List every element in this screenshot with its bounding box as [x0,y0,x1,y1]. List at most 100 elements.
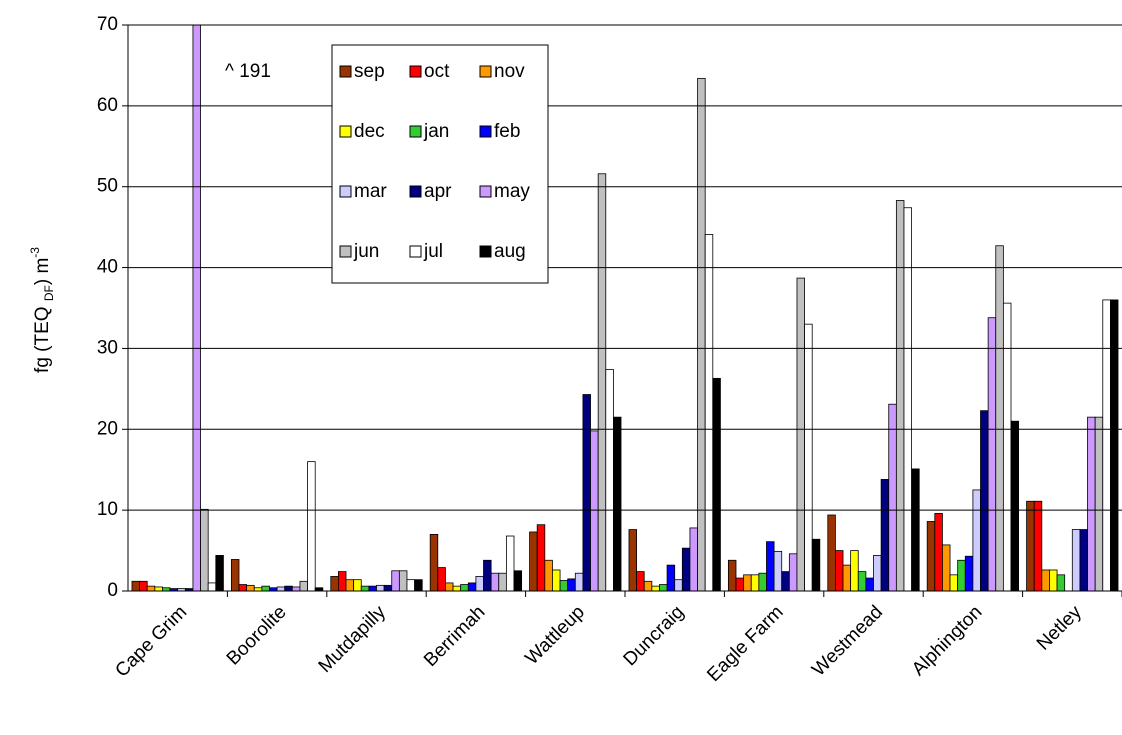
bar [704,234,714,591]
legend-swatch [409,245,422,258]
bar [513,570,523,591]
legend-swatch [339,65,352,78]
bar [192,25,201,591]
bar [1056,574,1066,591]
bar [636,571,645,591]
bar [131,580,140,591]
bar [552,569,561,591]
bar [207,582,217,591]
bar [666,564,676,591]
bar [437,567,446,591]
bar [659,584,668,591]
legend-label: may [494,181,530,202]
y-tick-label: 70 [97,14,118,35]
y-label-part: fg (TEQ [32,301,53,373]
x-tick-label: Alphington [908,602,986,680]
bar [307,461,316,591]
y-label-subscript: DF [42,285,56,301]
bar [926,521,936,591]
bar [850,550,859,591]
bar [949,574,959,591]
x-tick-label: Eagle Farm [703,602,787,686]
bar [697,77,706,591]
legend-label: nov [494,61,525,82]
bar [1087,416,1096,591]
bar [1102,299,1111,591]
bar [544,559,553,591]
bar [781,571,790,591]
bar [758,572,767,591]
bar [330,576,339,591]
y-tick-label: 20 [97,418,118,439]
bar [873,555,882,591]
bar [559,580,569,591]
y-label-superscript: -3 [28,247,42,258]
bar [827,514,836,591]
legend-swatch [339,125,352,138]
y-label-part: ) m [32,258,53,285]
legend-label: apr [424,181,452,202]
bar [1094,416,1104,591]
bar [261,585,270,591]
bar [505,535,515,591]
bar [246,584,255,591]
bar [536,524,546,591]
bar [139,580,148,591]
bar [490,572,500,591]
bar [230,559,240,591]
bar [353,579,362,591]
y-axis-label: fg (TEQ DF) m-3 [28,247,56,373]
legend [331,44,549,284]
bar [987,317,997,591]
bar [376,584,385,591]
bar [452,585,462,591]
bar [735,577,745,591]
bar [200,508,209,591]
bar [383,584,393,591]
legend-label: oct [424,61,450,82]
legend-label: jun [353,241,379,262]
legend-label: dec [354,121,385,142]
bar [613,416,622,591]
x-tick-label: Wattleup [521,602,588,669]
bar [299,580,308,591]
bar [689,527,698,591]
x-tick-label: Boorolite [223,602,291,670]
bar [429,534,439,591]
bar [597,173,607,591]
bar [345,579,355,591]
bar [337,571,347,591]
bar [674,579,683,591]
bar [238,584,248,591]
bar [567,578,576,591]
bar [1110,299,1119,591]
bar [804,323,813,591]
y-tick-label: 50 [97,176,118,197]
bar [957,559,966,591]
legend-label: feb [494,121,520,142]
bar [467,582,477,591]
bar [712,377,721,591]
legend-label: aug [494,241,526,262]
bar [628,529,637,591]
bar [1026,500,1035,591]
x-tick-label: Cape Grim [111,602,191,682]
y-tick-label: 10 [97,499,118,520]
legend-label: mar [354,181,387,202]
bar [1002,302,1012,591]
bar [651,585,660,591]
bar [291,586,301,591]
bar [964,555,974,591]
bar [414,579,423,591]
legend-swatch [409,65,422,78]
bar [788,553,798,591]
bar [842,564,852,591]
bar [582,394,591,591]
bars [131,25,1119,591]
legend-swatch [479,185,492,198]
x-tick-label: Mutdapilly [315,601,391,677]
bar [995,245,1004,591]
legend-swatch [339,245,352,258]
bar [972,489,981,591]
bar [284,585,293,591]
